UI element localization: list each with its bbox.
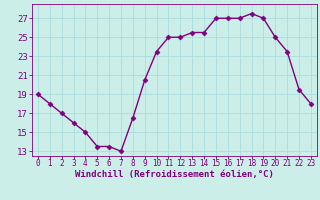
X-axis label: Windchill (Refroidissement éolien,°C): Windchill (Refroidissement éolien,°C) <box>75 170 274 179</box>
